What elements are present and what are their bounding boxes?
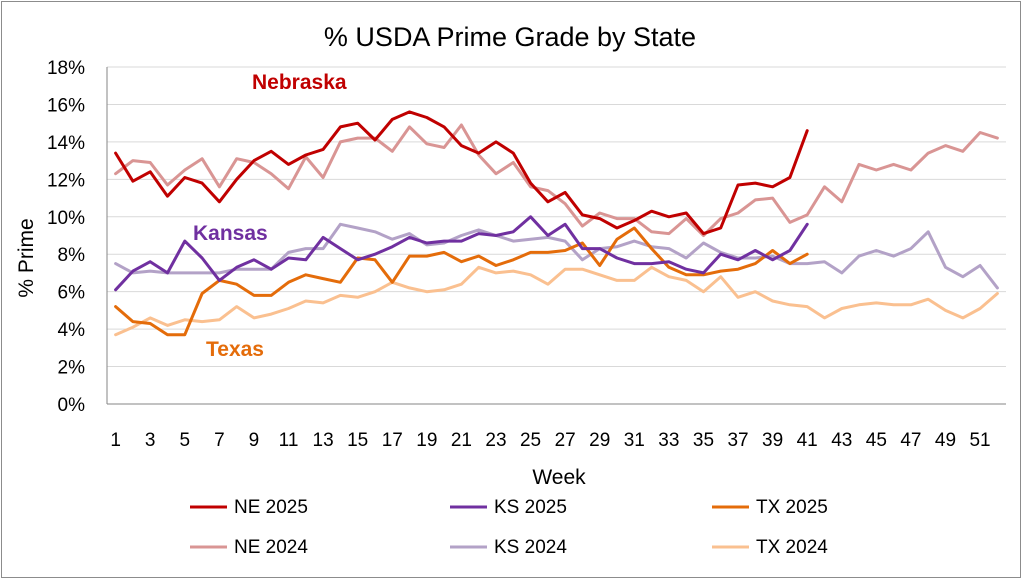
x-tick-label: 41 bbox=[797, 430, 818, 451]
x-tick-label: 33 bbox=[658, 430, 679, 451]
chart-title: % USDA Prime Grade by State bbox=[324, 22, 696, 52]
y-tick-label: 12% bbox=[47, 170, 85, 191]
x-tick-label: 3 bbox=[145, 430, 156, 451]
y-tick-label: 18% bbox=[47, 58, 85, 79]
series-line-tx-2024 bbox=[114, 265, 999, 337]
legend-item: NE 2024 bbox=[190, 537, 308, 558]
x-tick-label: 19 bbox=[416, 430, 437, 451]
x-tick-label: 47 bbox=[900, 430, 921, 451]
y-tick-label: 2% bbox=[58, 358, 86, 379]
legend-item: NE 2025 bbox=[190, 497, 308, 518]
gridlines bbox=[107, 66, 1006, 368]
x-tick-label: 37 bbox=[727, 430, 748, 451]
annotation-nebraska: Nebraska bbox=[252, 71, 347, 94]
y-tick-label: 6% bbox=[58, 283, 86, 304]
legend-label: NE 2024 bbox=[234, 537, 308, 558]
x-tick-label: 25 bbox=[520, 430, 541, 451]
x-tick-label: 1 bbox=[110, 430, 121, 451]
x-tick-label: 27 bbox=[555, 430, 576, 451]
x-tick-label: 17 bbox=[382, 430, 403, 451]
legend-label: KS 2025 bbox=[494, 497, 567, 518]
x-tick-label: 11 bbox=[279, 430, 299, 451]
x-tick-label: 31 bbox=[624, 430, 645, 451]
series-lines bbox=[114, 110, 999, 337]
y-tick-label: 8% bbox=[58, 245, 86, 266]
legend-item: TX 2025 bbox=[712, 497, 828, 518]
series-line-ks-2025 bbox=[114, 215, 809, 292]
series-line-ne-2025 bbox=[114, 110, 809, 236]
x-tick-label: 21 bbox=[451, 430, 472, 451]
x-tick-label: 39 bbox=[762, 430, 783, 451]
x-tick-label: 9 bbox=[249, 430, 260, 451]
x-tick-label: 23 bbox=[485, 430, 506, 451]
legend-label: KS 2024 bbox=[494, 537, 567, 558]
y-tick-label: 14% bbox=[47, 133, 85, 154]
legend: NE 2025 KS 2025 TX 2025 NE 2024 KS 2024 TX 20… bbox=[190, 497, 828, 558]
x-tick-label: 7 bbox=[214, 430, 225, 451]
x-tick-label: 29 bbox=[589, 430, 610, 451]
legend-item: TX 2024 bbox=[712, 537, 828, 558]
x-tick-label: 51 bbox=[969, 430, 990, 451]
legend-item: KS 2024 bbox=[450, 537, 567, 558]
x-tick-label: 45 bbox=[866, 430, 887, 451]
x-tick-label: 5 bbox=[180, 430, 191, 451]
series-line-ks-2024 bbox=[114, 222, 999, 290]
y-tick-label: 4% bbox=[58, 320, 86, 341]
axes bbox=[106, 67, 1006, 405]
y-tick-label: 0% bbox=[58, 395, 86, 416]
annotation-texas: Texas bbox=[206, 338, 264, 361]
y-tick-label: 10% bbox=[47, 208, 85, 229]
x-axis-label: Week bbox=[532, 466, 586, 489]
x-tick-label: 49 bbox=[935, 430, 956, 451]
y-axis-label: % Prime bbox=[15, 218, 38, 297]
x-tick-label: 13 bbox=[313, 430, 334, 451]
series-line-tx-2025 bbox=[114, 226, 809, 337]
y-tick-labels: 0% 2% 4% 6% 8% 10% 12% 14% 16% 18% bbox=[47, 58, 85, 416]
y-tick-label: 16% bbox=[47, 95, 85, 116]
x-tick-label: 43 bbox=[831, 430, 852, 451]
legend-label: TX 2025 bbox=[756, 497, 828, 518]
x-tick-label: 35 bbox=[693, 430, 714, 451]
legend-label: TX 2024 bbox=[756, 537, 828, 558]
x-tick-label: 15 bbox=[347, 430, 368, 451]
legend-item: KS 2025 bbox=[450, 497, 567, 518]
annotation-kansas: Kansas bbox=[193, 222, 268, 245]
x-tick-labels: 1 3 5 7 9 11 13 15 17 19 21 23 25 27 29 31 33 35 37 39 41 43 4… bbox=[110, 430, 990, 451]
legend-label: NE 2025 bbox=[234, 497, 308, 518]
